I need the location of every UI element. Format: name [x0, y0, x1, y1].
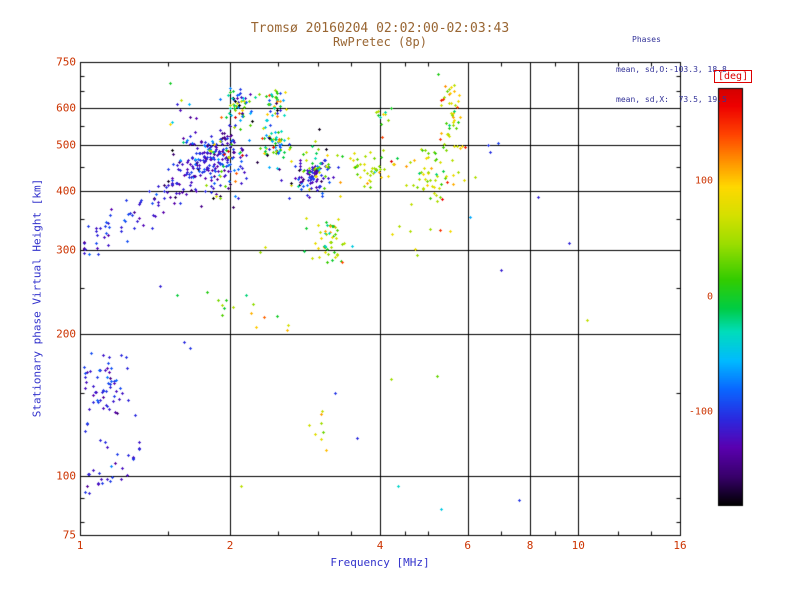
x-axis-label: Frequency [MHz] — [330, 556, 430, 569]
y-tick-label: 500 — [56, 138, 76, 152]
x-tick-label: 6 — [464, 539, 472, 552]
colorbar-tick-label: 100 — [694, 175, 713, 187]
phase-stats-o-mode: mean, sd,O:-103.3, 18.8 — [616, 65, 727, 74]
phase-stats-block: Phases mean, sd,O:-103.3, 18.8 mean, sd,… — [616, 15, 727, 125]
y-tick-label: 300 — [56, 243, 76, 257]
x-tick-label: 8 — [526, 539, 534, 552]
chart-title: Tromsø 20160204 02:02:00-02:03:43 — [250, 21, 510, 36]
colorbar-tick-label: 0 — [706, 291, 713, 302]
phase-stats-x-mode: mean, sd,X: 73.5, 19.5 — [616, 95, 727, 104]
y-axis-label: Stationary phase Virtual Height [km] — [30, 178, 44, 418]
y-tick-label: 75 — [62, 528, 76, 542]
y-tick-label: 750 — [56, 55, 76, 69]
x-tick-label: 1 — [76, 539, 84, 552]
y-tick-label: 100 — [56, 469, 76, 483]
x-tick-label: 4 — [376, 539, 384, 552]
y-tick-label: 400 — [56, 184, 76, 198]
y-tick-label: 200 — [56, 327, 76, 341]
colorbar-unit-label: [deg] — [714, 70, 753, 83]
x-tick-label: 16 — [673, 539, 687, 552]
colorbar-tick-label: -100 — [688, 406, 713, 418]
chart-subtitle: RwPretec (8p) — [333, 35, 427, 49]
y-tick-label: 600 — [56, 101, 76, 115]
x-tick-label: 10 — [571, 539, 585, 552]
x-tick-label: 2 — [226, 539, 234, 552]
phase-stats-header: Phases — [632, 35, 661, 44]
